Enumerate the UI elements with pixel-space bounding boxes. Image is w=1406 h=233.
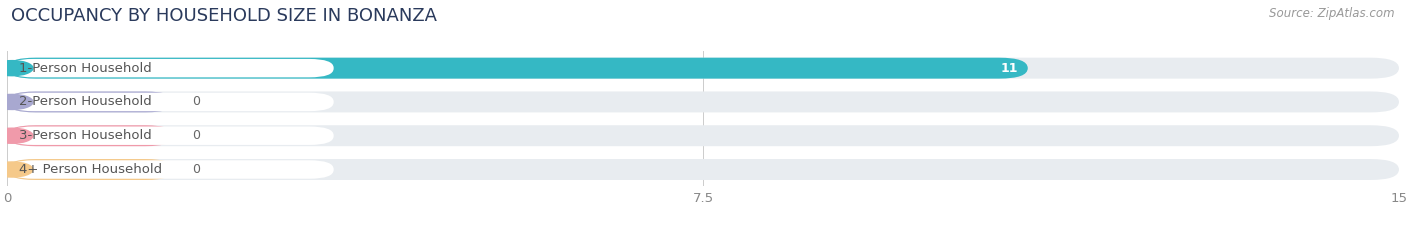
FancyBboxPatch shape xyxy=(8,127,333,145)
Text: 11: 11 xyxy=(1001,62,1018,75)
FancyBboxPatch shape xyxy=(8,160,333,179)
Text: 4+ Person Household: 4+ Person Household xyxy=(20,163,162,176)
Text: OCCUPANCY BY HOUSEHOLD SIZE IN BONANZA: OCCUPANCY BY HOUSEHOLD SIZE IN BONANZA xyxy=(11,7,437,25)
Circle shape xyxy=(0,94,32,110)
Text: 1-Person Household: 1-Person Household xyxy=(20,62,152,75)
Circle shape xyxy=(0,61,32,76)
Text: 2-Person Household: 2-Person Household xyxy=(20,96,152,108)
Text: Source: ZipAtlas.com: Source: ZipAtlas.com xyxy=(1270,7,1395,20)
FancyBboxPatch shape xyxy=(7,92,1399,112)
FancyBboxPatch shape xyxy=(7,159,1399,180)
FancyBboxPatch shape xyxy=(7,92,174,112)
FancyBboxPatch shape xyxy=(7,125,174,146)
Circle shape xyxy=(0,162,32,177)
FancyBboxPatch shape xyxy=(7,125,1399,146)
FancyBboxPatch shape xyxy=(7,58,1028,79)
FancyBboxPatch shape xyxy=(8,93,333,111)
Text: 0: 0 xyxy=(193,96,201,108)
FancyBboxPatch shape xyxy=(7,159,174,180)
FancyBboxPatch shape xyxy=(7,58,1399,79)
Text: 3-Person Household: 3-Person Household xyxy=(20,129,152,142)
Circle shape xyxy=(0,128,32,143)
FancyBboxPatch shape xyxy=(8,59,333,77)
Text: 0: 0 xyxy=(193,129,201,142)
Text: 0: 0 xyxy=(193,163,201,176)
